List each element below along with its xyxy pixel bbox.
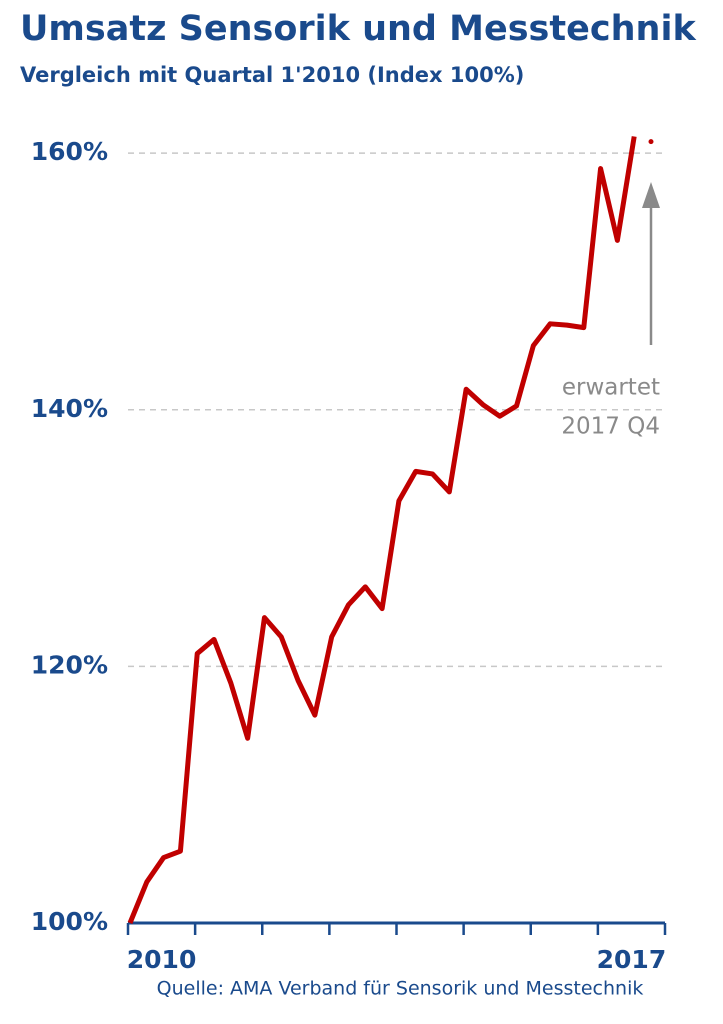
data-line bbox=[127, 136, 637, 924]
annotation: 2017 Q4 bbox=[561, 414, 660, 440]
y-tick-label: 120% bbox=[31, 650, 108, 679]
source: Quelle: AMA Verband für Sensorik und Mes… bbox=[157, 978, 644, 1000]
x-group-label: 2017 bbox=[597, 945, 667, 974]
x-group-label: 2010 bbox=[127, 945, 197, 974]
chart-title: Umsatz Sensorik und Messtechnik bbox=[20, 9, 696, 49]
data-point bbox=[648, 139, 654, 145]
y-tick-label: 140% bbox=[31, 394, 108, 423]
chart-subtitle: Vergleich mit Quartal 1'2010 (Index 100%… bbox=[20, 63, 524, 87]
y-tick-label: 160% bbox=[31, 137, 108, 166]
annotation-arrowhead bbox=[642, 182, 660, 208]
y-tick-label: 100% bbox=[31, 907, 108, 936]
annotation: erwartet bbox=[562, 375, 660, 401]
